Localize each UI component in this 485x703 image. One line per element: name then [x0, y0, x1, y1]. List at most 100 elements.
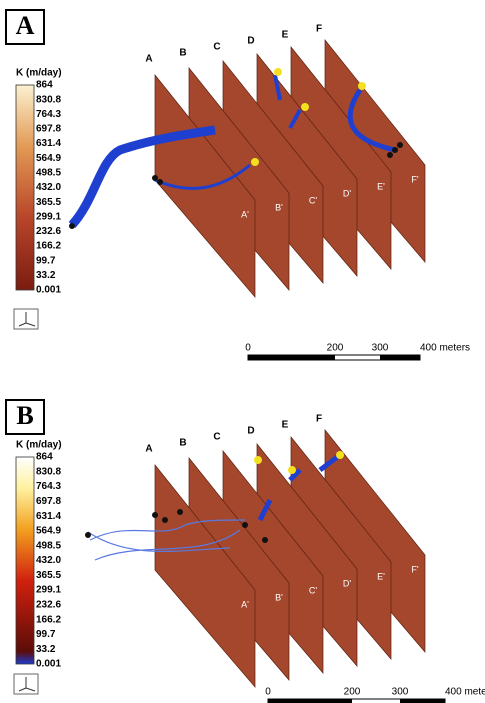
legend-tick-label: 764.3 [36, 109, 61, 120]
streamline [68, 125, 216, 229]
scale-label: 0 [245, 343, 251, 354]
point [152, 512, 158, 518]
legend-tick-label: 365.5 [36, 197, 61, 208]
point [262, 537, 268, 543]
streamline [87, 529, 241, 561]
legend-title: K (m/day) [16, 440, 62, 451]
legend-tick-label: 697.8 [36, 124, 61, 135]
legend-tick-label: 166.2 [36, 614, 61, 625]
point [157, 179, 163, 185]
section-label-bottom: D' [343, 578, 351, 588]
colorbar [15, 456, 35, 665]
panel-label-box [5, 9, 45, 45]
section-label-top: E [282, 420, 289, 431]
section-label-bottom: C' [309, 585, 317, 595]
scale-label: 400 meters [445, 687, 485, 698]
legend-tick-label: 432.0 [36, 555, 61, 566]
axis-icon [18, 312, 36, 327]
panel-label-box [5, 399, 45, 435]
scale-bar-seg [268, 699, 352, 703]
legend-tick-label: 631.4 [36, 138, 61, 149]
legend-tick-label: 764.3 [36, 481, 61, 492]
well [358, 82, 366, 90]
legend-tick-label: 299.1 [36, 211, 61, 222]
scale-label: 200 [344, 687, 361, 698]
legend-title: K (m/day) [16, 68, 62, 79]
legend-tick-label: 631.4 [36, 511, 61, 522]
section-label-bottom: B' [275, 592, 283, 602]
scale-label: 300 [392, 687, 409, 698]
legend-tick-label: 864 [36, 80, 53, 91]
scale-bar-seg [380, 355, 420, 360]
scale-label: 200 [327, 343, 344, 354]
section-label-bottom: F' [411, 564, 418, 574]
axis-icon-box [13, 308, 39, 330]
well [336, 451, 344, 459]
legend-tick-label: 33.2 [36, 644, 56, 655]
section-label-bottom: A' [241, 209, 249, 219]
legend-tick-label: 830.8 [36, 94, 61, 105]
legend-tick-label: 232.6 [36, 226, 61, 237]
section-label-top: B [179, 48, 186, 59]
scale-bar-seg [248, 355, 335, 360]
section-label-top: A [145, 54, 152, 65]
legend-tick-label: 864 [36, 452, 53, 463]
streamline [154, 163, 251, 190]
legend-tick-label: 99.7 [36, 255, 56, 266]
scale-label: 400 meters [420, 343, 470, 354]
section-label-top: F [316, 24, 322, 35]
legend-tick-label: 830.8 [36, 466, 61, 477]
legend-tick-label: 0.001 [36, 659, 61, 670]
legend-tick-label: 232.6 [36, 599, 61, 610]
point [392, 147, 398, 153]
axis-icon [18, 677, 36, 692]
section-label-bottom: E' [377, 571, 385, 581]
section-label-top: B [179, 438, 186, 449]
legend-tick-label: 697.8 [36, 496, 61, 507]
point [397, 142, 403, 148]
point [85, 532, 91, 538]
section-label-bottom: E' [377, 181, 385, 191]
section-label-top: D [247, 36, 254, 47]
scale-label: 0 [265, 687, 271, 698]
section-label-bottom: B' [275, 202, 283, 212]
well [274, 68, 282, 76]
point [69, 223, 75, 229]
point [177, 509, 183, 515]
section-label-top: C [213, 42, 220, 53]
legend-tick-label: 564.9 [36, 526, 61, 537]
streamline [273, 74, 302, 129]
section-label-bottom: A' [241, 599, 249, 609]
streamline [347, 88, 396, 153]
point [242, 522, 248, 528]
legend-tick-label: 166.2 [36, 241, 61, 252]
streamline [257, 453, 342, 522]
section-label-top: A [145, 444, 152, 455]
scale-bar-seg [400, 699, 445, 703]
legend-tick-label: 33.2 [36, 270, 56, 281]
panel-label: A [16, 11, 35, 40]
scale-label: 300 [372, 343, 389, 354]
legend-tick-label: 0.001 [36, 285, 61, 296]
section-label-top: F [316, 414, 322, 425]
legend-tick-label: 564.9 [36, 153, 61, 164]
well [254, 456, 262, 464]
section-label-top: D [247, 426, 254, 437]
legend-tick-label: 299.1 [36, 585, 61, 596]
section-label-bottom: F' [411, 174, 418, 184]
point [162, 517, 168, 523]
legend-tick-label: 498.5 [36, 167, 61, 178]
section-label-bottom: D' [343, 188, 351, 198]
legend-tick-label: 432.0 [36, 182, 61, 193]
colorbar [15, 84, 35, 291]
well [251, 158, 259, 166]
well [301, 103, 309, 111]
section-label-bottom: C' [309, 195, 317, 205]
legend-tick-label: 498.5 [36, 540, 61, 551]
point [152, 175, 158, 181]
point [387, 152, 393, 158]
panel-label: B [16, 401, 33, 430]
section-label-top: C [213, 432, 220, 443]
legend-tick-label: 365.5 [36, 570, 61, 581]
